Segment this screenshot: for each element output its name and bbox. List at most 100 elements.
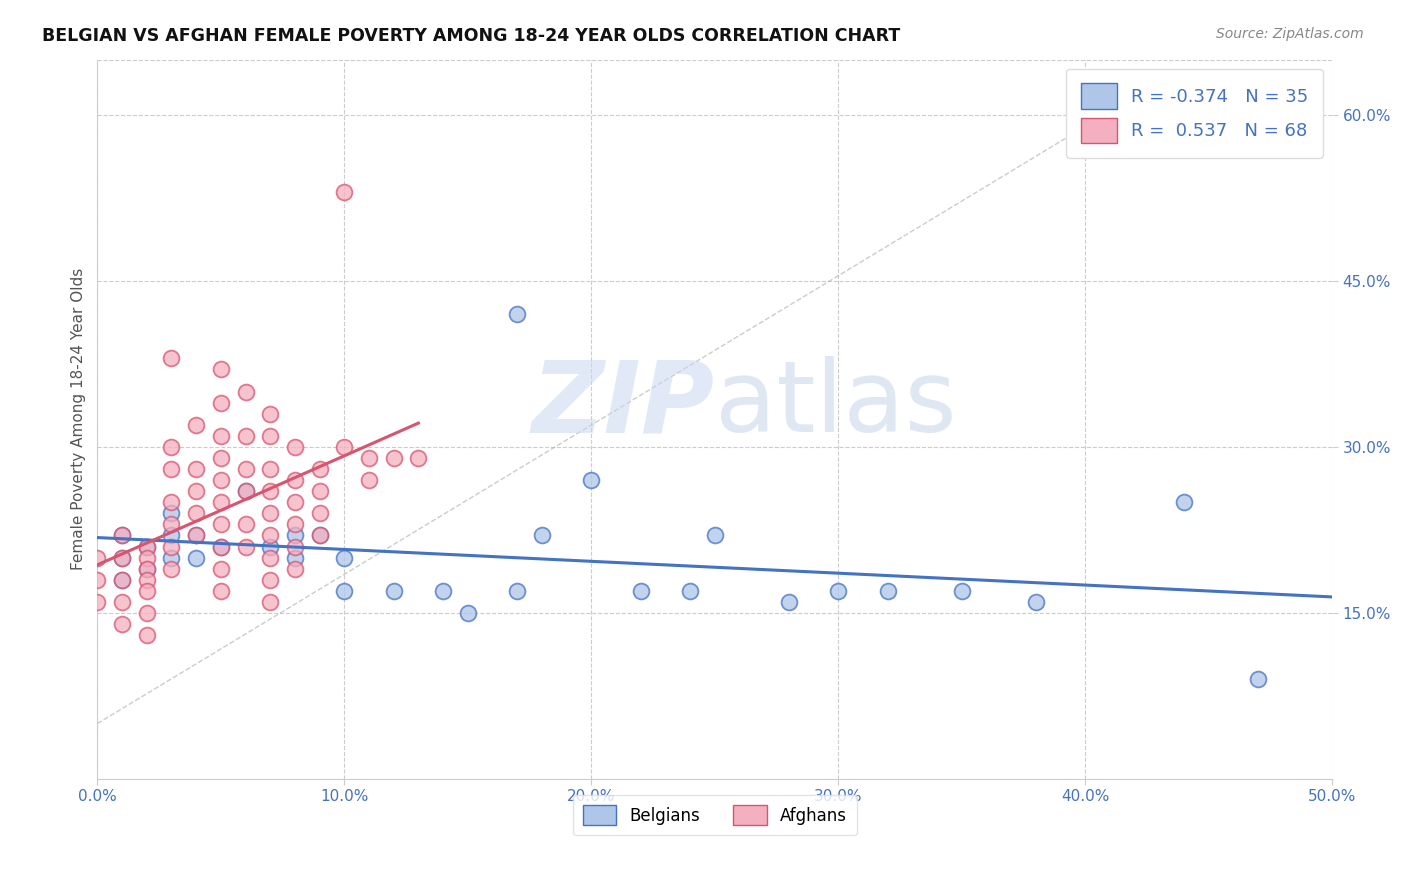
Text: ZIP: ZIP: [531, 357, 714, 453]
Point: [284, 550, 307, 565]
Point: [530, 528, 553, 542]
Point: [235, 462, 257, 476]
Point: [111, 528, 134, 542]
Point: [357, 450, 380, 465]
Point: [333, 583, 356, 598]
Point: [284, 562, 307, 576]
Point: [679, 583, 702, 598]
Point: [135, 573, 157, 587]
Point: [111, 528, 134, 542]
Point: [111, 573, 134, 587]
Point: [259, 506, 281, 520]
Point: [209, 450, 232, 465]
Point: [135, 562, 157, 576]
Point: [135, 562, 157, 576]
Text: atlas: atlas: [714, 357, 956, 453]
Point: [209, 562, 232, 576]
Point: [259, 484, 281, 499]
Point: [235, 540, 257, 554]
Point: [408, 450, 430, 465]
Point: [111, 617, 134, 632]
Point: [284, 495, 307, 509]
Text: Source: ZipAtlas.com: Source: ZipAtlas.com: [1216, 27, 1364, 41]
Point: [284, 540, 307, 554]
Point: [382, 583, 405, 598]
Point: [284, 440, 307, 454]
Point: [209, 495, 232, 509]
Point: [160, 562, 183, 576]
Point: [333, 186, 356, 200]
Point: [209, 583, 232, 598]
Point: [1025, 595, 1047, 609]
Point: [160, 517, 183, 532]
Point: [1173, 495, 1195, 509]
Point: [308, 528, 330, 542]
Point: [160, 495, 183, 509]
Point: [432, 583, 454, 598]
Point: [876, 583, 898, 598]
Point: [235, 384, 257, 399]
Point: [778, 595, 800, 609]
Point: [184, 550, 207, 565]
Point: [259, 462, 281, 476]
Point: [160, 462, 183, 476]
Point: [184, 528, 207, 542]
Point: [209, 429, 232, 443]
Point: [184, 506, 207, 520]
Point: [259, 528, 281, 542]
Point: [209, 473, 232, 487]
Point: [184, 462, 207, 476]
Point: [160, 540, 183, 554]
Point: [457, 606, 479, 620]
Point: [209, 517, 232, 532]
Point: [235, 484, 257, 499]
Point: [308, 506, 330, 520]
Point: [209, 540, 232, 554]
Point: [235, 429, 257, 443]
Point: [209, 362, 232, 376]
Point: [259, 540, 281, 554]
Point: [160, 528, 183, 542]
Point: [135, 628, 157, 642]
Point: [135, 583, 157, 598]
Point: [581, 473, 603, 487]
Point: [184, 484, 207, 499]
Point: [209, 540, 232, 554]
Point: [284, 528, 307, 542]
Point: [86, 595, 108, 609]
Point: [308, 462, 330, 476]
Point: [235, 517, 257, 532]
Legend: Belgians, Afghans: Belgians, Afghans: [572, 795, 856, 835]
Point: [111, 595, 134, 609]
Point: [284, 517, 307, 532]
Point: [333, 550, 356, 565]
Point: [86, 550, 108, 565]
Point: [259, 595, 281, 609]
Point: [135, 550, 157, 565]
Point: [135, 540, 157, 554]
Text: BELGIAN VS AFGHAN FEMALE POVERTY AMONG 18-24 YEAR OLDS CORRELATION CHART: BELGIAN VS AFGHAN FEMALE POVERTY AMONG 1…: [42, 27, 900, 45]
Point: [259, 429, 281, 443]
Point: [184, 528, 207, 542]
Point: [259, 550, 281, 565]
Point: [357, 473, 380, 487]
Point: [308, 528, 330, 542]
Point: [111, 550, 134, 565]
Point: [160, 506, 183, 520]
Point: [333, 440, 356, 454]
Point: [259, 407, 281, 421]
Point: [827, 583, 849, 598]
Point: [284, 473, 307, 487]
Point: [506, 307, 529, 321]
Point: [135, 606, 157, 620]
Point: [259, 573, 281, 587]
Point: [135, 540, 157, 554]
Point: [506, 583, 529, 598]
Point: [160, 440, 183, 454]
Point: [111, 573, 134, 587]
Point: [160, 351, 183, 366]
Point: [950, 583, 973, 598]
Point: [630, 583, 652, 598]
Point: [209, 395, 232, 409]
Y-axis label: Female Poverty Among 18-24 Year Olds: Female Poverty Among 18-24 Year Olds: [72, 268, 86, 570]
